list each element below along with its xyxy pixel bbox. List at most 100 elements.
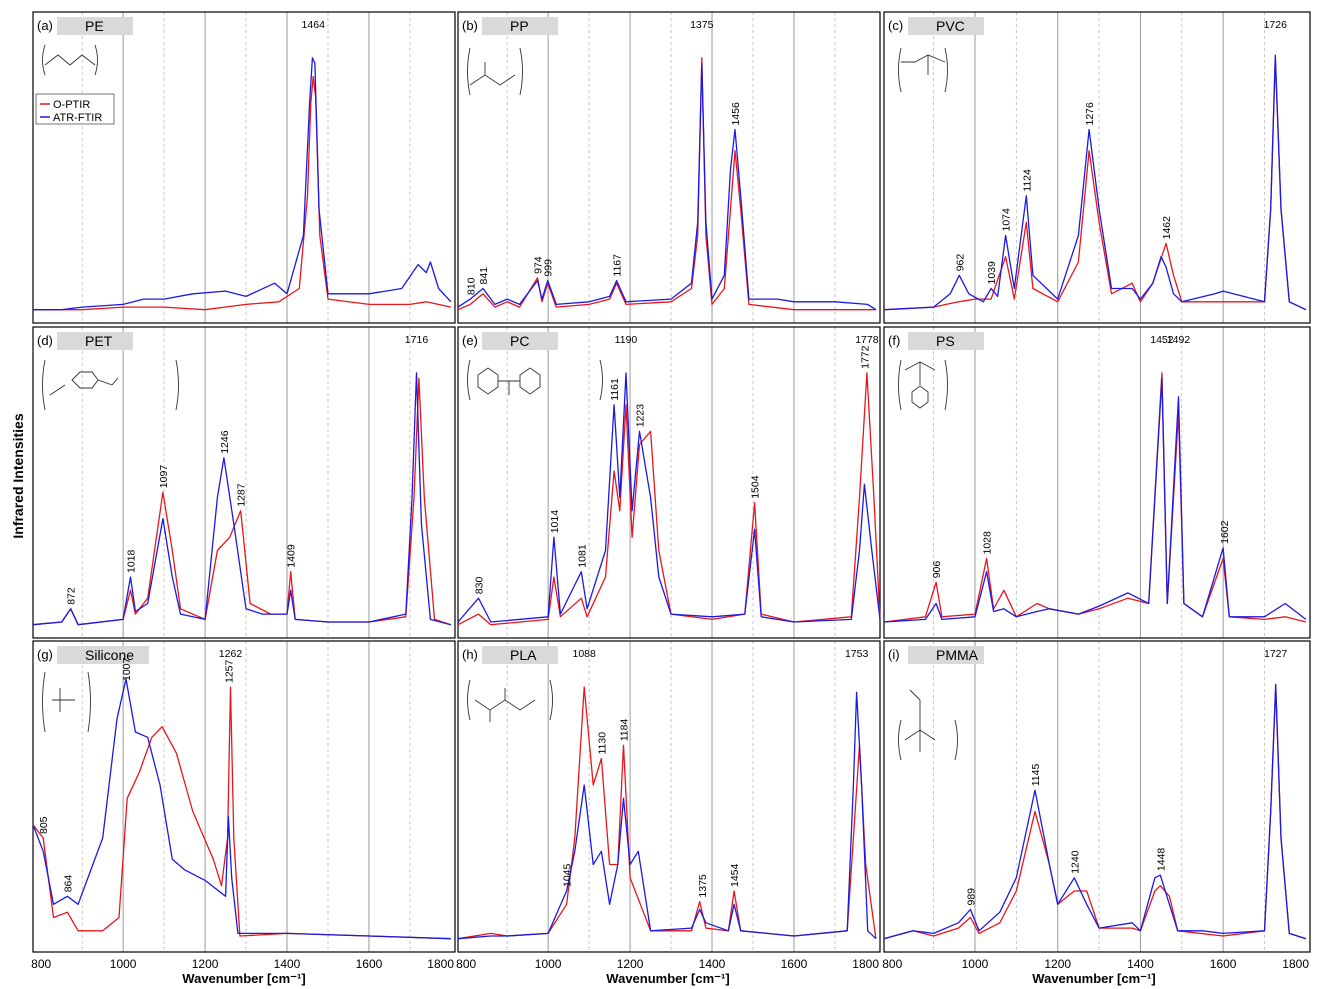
peak-label: 830: [474, 577, 486, 595]
peak-label: 1018: [126, 549, 138, 573]
peak-label: 1045: [562, 863, 574, 887]
peak-label: 1727: [1264, 648, 1288, 660]
peak-label: 1492: [1167, 334, 1191, 346]
series-o-ptir: [32, 686, 451, 940]
peak-label: 1190: [615, 334, 638, 346]
peak-label: 1602: [1219, 520, 1231, 544]
x-tick-label: 1200: [617, 957, 644, 971]
peak-label: 1375: [697, 874, 709, 898]
peak-label: 1074: [1001, 208, 1013, 232]
peak-label: 1124: [1021, 169, 1033, 192]
pvc-structure-icon: [898, 47, 948, 93]
pc-structure-icon: [467, 359, 603, 401]
panel-name: PS: [936, 333, 955, 349]
peak-label: 1184: [619, 719, 631, 742]
panel-name-box: [482, 646, 558, 664]
peak-label: 1504: [750, 475, 762, 499]
peak-label: 1223: [635, 404, 647, 428]
panel-name: PC: [510, 333, 529, 349]
peak-label: 989: [965, 888, 977, 906]
x-tick-label: 1000: [110, 957, 137, 971]
panel-frame: [883, 11, 1311, 324]
x-tick-label: 800: [882, 957, 902, 971]
panel-letter: (g): [37, 647, 53, 662]
peak-label: 1287: [236, 483, 248, 507]
peak-label: 999: [543, 259, 555, 277]
series-o-ptir: [457, 57, 876, 311]
panel-name: Silicone: [85, 647, 134, 663]
peak-label: 1375: [690, 19, 714, 31]
panel-letter: (i): [888, 647, 900, 662]
panel-name: PLA: [510, 647, 537, 663]
series-o-ptir: [883, 372, 1307, 623]
peak-label: 1161: [609, 378, 621, 401]
legend-box: [35, 93, 115, 125]
peak-label: 1088: [573, 648, 597, 660]
panel-frame: [32, 11, 456, 324]
peak-label: 1409: [286, 544, 298, 568]
series-o-ptir: [883, 57, 1307, 311]
x-tick-label: 1600: [356, 957, 383, 971]
panel-frame: [457, 326, 881, 639]
series-o-ptir: [32, 377, 452, 626]
peak-label: 810: [465, 277, 477, 295]
panel-name-box: [908, 332, 984, 350]
x-tick-label: 1000: [535, 957, 562, 971]
x-axis-label-col1: Wavenumber [cm⁻¹]: [182, 971, 305, 986]
x-tick-label: 1200: [1044, 957, 1071, 971]
panel-letter: (c): [888, 18, 903, 33]
peak-label: 1462: [1161, 216, 1173, 240]
pe-structure-icon: [42, 44, 98, 76]
panel-name: PE: [85, 18, 104, 34]
pmma-structure-icon: [898, 689, 958, 761]
ps-structure-icon: [898, 359, 948, 411]
legend-item: O-PTIR: [53, 99, 90, 111]
series-o-ptir: [457, 686, 877, 940]
panel-letter: (f): [888, 333, 900, 348]
peak-label: 1007: [121, 657, 133, 681]
panel-frame: [457, 640, 881, 953]
peak-label: 805: [38, 816, 50, 834]
panel-name-box: [482, 332, 558, 350]
x-tick-label: 1800: [1282, 957, 1309, 971]
panel-frame: [457, 11, 881, 324]
peak-label: 1454: [729, 863, 741, 887]
panel-name-box: [482, 17, 558, 35]
series-atr-ftir: [457, 372, 881, 623]
panel-pet: (d) PET 872 1018 1097 1246 1287 1409 1716: [32, 326, 456, 639]
series-atr-ftir: [883, 54, 1307, 311]
panel-name-box: [57, 646, 149, 664]
peak-label: 906: [931, 561, 943, 579]
panel-name-box: [908, 17, 984, 35]
x-tick-label: 1000: [962, 957, 989, 971]
peak-label: 974: [533, 256, 545, 274]
panel-letter: (d): [37, 333, 53, 348]
panel-pvc: (c) PVC 962 1039 1074 1124 1276 1462 1726: [883, 11, 1311, 324]
panel-name-box: [57, 332, 133, 350]
panel-frame: [883, 326, 1311, 639]
x-tick-label: 1800: [427, 957, 454, 971]
peak-label: 1097: [158, 465, 170, 489]
peak-label: 1448: [1155, 848, 1167, 872]
x-axis-label-col2: Wavenumber [cm⁻¹]: [606, 971, 729, 986]
pet-structure-icon: [42, 359, 179, 411]
series-o-ptir: [883, 686, 1307, 940]
panel-name-box: [57, 17, 133, 35]
series-atr-ftir: [883, 377, 1307, 623]
series-o-ptir: [457, 372, 881, 626]
panel-frame: [32, 640, 456, 953]
pp-structure-icon: [467, 47, 523, 96]
peak-label: 1464: [302, 19, 326, 31]
series-atr-ftir: [32, 678, 451, 940]
peak-label: 1145: [1030, 764, 1042, 787]
peak-label: 1262: [219, 648, 243, 660]
peak-label: 1772: [859, 345, 871, 369]
series-atr-ftir: [33, 57, 452, 311]
x-tick-label: 1400: [1127, 957, 1154, 971]
y-axis-label: Infrared Intensities: [10, 413, 26, 538]
panel-name: PP: [510, 18, 529, 34]
peak-label: 1456: [730, 102, 742, 126]
x-tick-label: 800: [456, 957, 476, 971]
